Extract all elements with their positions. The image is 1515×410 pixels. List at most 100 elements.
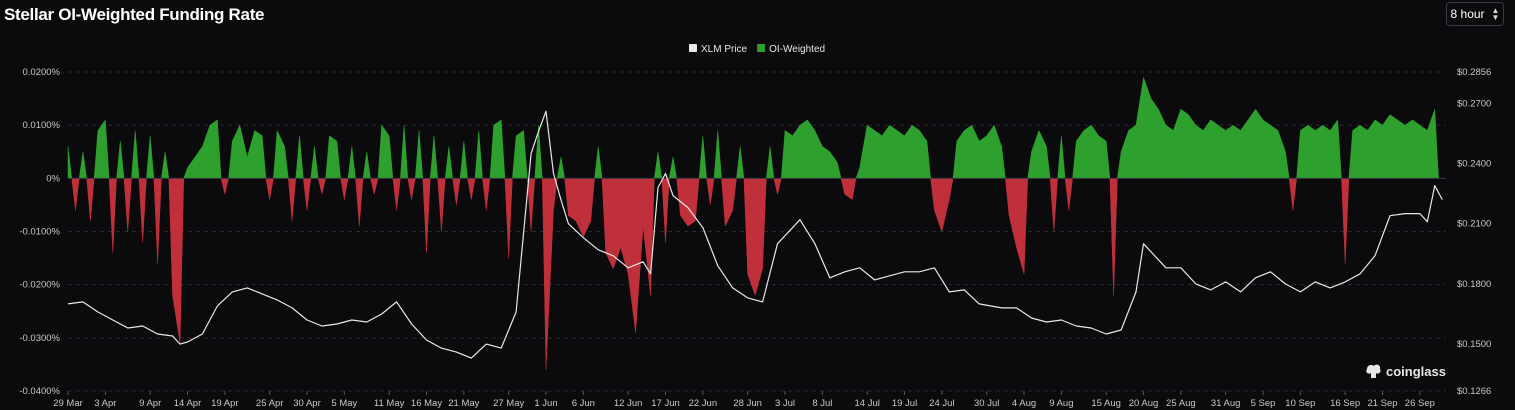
y-right-tick-label: $0.1266 bbox=[1457, 386, 1491, 397]
funding-positive-segment bbox=[78, 151, 87, 179]
funding-positive-segment bbox=[1273, 127, 1282, 179]
funding-positive-segment bbox=[1161, 117, 1170, 179]
funding-negative-segment bbox=[542, 178, 550, 370]
coinglass-logo-icon bbox=[1366, 364, 1381, 378]
funding-negative-segment bbox=[392, 178, 401, 211]
funding-negative-segment bbox=[467, 178, 476, 200]
funding-positive-segment bbox=[556, 157, 565, 179]
funding-negative-segment bbox=[683, 178, 692, 227]
funding-positive-segment bbox=[1094, 129, 1103, 179]
funding-negative-segment bbox=[840, 178, 849, 198]
funding-positive-segment bbox=[982, 129, 991, 179]
y-left-tick-label: -0.0100% bbox=[19, 227, 60, 238]
y-left-tick-label: -0.0200% bbox=[19, 280, 60, 291]
funding-positive-segment bbox=[213, 119, 222, 179]
funding-positive-segment bbox=[1229, 124, 1238, 179]
x-tick-label: 14 Apr bbox=[174, 398, 201, 409]
funding-positive-segment bbox=[893, 127, 902, 179]
funding-negative-segment bbox=[452, 178, 461, 205]
funding-negative-segment bbox=[773, 178, 782, 195]
funding-negative-segment bbox=[758, 178, 767, 283]
funding-negative-segment bbox=[1020, 178, 1029, 275]
funding-negative-segment bbox=[549, 178, 558, 290]
x-tick-label: 4 Aug bbox=[1012, 398, 1036, 409]
legend-swatch[interactable] bbox=[757, 44, 766, 52]
funding-positive-segment bbox=[400, 125, 409, 179]
funding-positive-segment bbox=[325, 135, 334, 179]
x-tick-label: 24 Jul bbox=[929, 398, 954, 409]
funding-positive-segment bbox=[161, 151, 170, 179]
funding-positive-segment bbox=[900, 129, 909, 179]
funding-negative-segment bbox=[355, 178, 364, 227]
funding-positive-segment bbox=[1356, 124, 1365, 179]
funding-positive-segment bbox=[654, 151, 663, 179]
funding-positive-segment bbox=[668, 157, 678, 179]
funding-positive-segment bbox=[1244, 113, 1253, 179]
funding-positive-segment bbox=[1184, 111, 1193, 179]
funding-positive-segment bbox=[235, 124, 244, 179]
funding-positive-segment bbox=[825, 148, 834, 179]
x-tick-label: 16 Sep bbox=[1330, 398, 1360, 409]
funding-positive-segment bbox=[1117, 141, 1126, 179]
x-tick-label: 15 Aug bbox=[1091, 398, 1121, 409]
funding-positive-segment bbox=[332, 137, 341, 179]
funding-positive-segment bbox=[967, 124, 976, 179]
x-tick-label: 21 Sep bbox=[1367, 398, 1397, 409]
funding-positive-segment bbox=[855, 146, 864, 179]
x-tick-label: 10 Sep bbox=[1285, 398, 1315, 409]
funding-positive-segment bbox=[273, 129, 282, 179]
x-tick-label: 8 Jul bbox=[812, 398, 832, 409]
x-tick-label: 27 May bbox=[493, 398, 524, 409]
funding-positive-segment bbox=[429, 135, 438, 179]
funding-positive-segment bbox=[1415, 122, 1424, 179]
funding-positive-segment bbox=[1430, 109, 1439, 179]
funding-negative-segment bbox=[123, 178, 132, 232]
legend-label[interactable]: OI-Weighted bbox=[769, 44, 825, 55]
x-tick-label: 14 Jul bbox=[854, 398, 879, 409]
funding-positive-segment bbox=[1176, 108, 1185, 179]
y-left-tick-label: 0.0100% bbox=[22, 120, 60, 131]
funding-negative-segment bbox=[616, 178, 625, 261]
funding-positive-segment bbox=[1266, 122, 1275, 179]
y-right-tick-label: $0.2700 bbox=[1457, 98, 1491, 109]
funding-positive-segment bbox=[1400, 122, 1409, 179]
funding-positive-segment bbox=[1408, 119, 1417, 179]
legend-label[interactable]: XLM Price bbox=[701, 44, 748, 55]
funding-negative-segment bbox=[743, 178, 752, 285]
funding-positive-segment bbox=[1079, 127, 1088, 179]
x-tick-label: 25 Aug bbox=[1166, 398, 1196, 409]
funding-negative-segment bbox=[751, 178, 760, 297]
funding-negative-segment bbox=[571, 178, 580, 229]
funding-positive-segment bbox=[310, 146, 319, 179]
funding-positive-segment bbox=[1221, 127, 1230, 179]
x-tick-label: 17 Jun bbox=[651, 398, 680, 409]
funding-negative-segment bbox=[1288, 178, 1297, 211]
y-right-tick-label: $0.2100 bbox=[1457, 219, 1491, 230]
x-tick-label: 25 Apr bbox=[256, 398, 283, 409]
funding-positive-segment bbox=[781, 130, 789, 179]
funding-positive-segment bbox=[1102, 137, 1111, 179]
funding-positive-segment bbox=[1132, 101, 1141, 179]
funding-positive-segment bbox=[997, 135, 1006, 179]
funding-positive-segment bbox=[1087, 124, 1096, 179]
funding-positive-segment bbox=[497, 119, 506, 179]
funding-positive-segment bbox=[1236, 124, 1245, 179]
funding-negative-segment bbox=[639, 178, 648, 280]
funding-positive-segment bbox=[594, 146, 603, 179]
funding-negative-segment bbox=[721, 178, 730, 228]
x-tick-label: 9 Apr bbox=[139, 398, 161, 409]
funding-positive-segment bbox=[907, 124, 916, 179]
x-tick-label: 3 Jul bbox=[775, 398, 795, 409]
funding-negative-segment bbox=[706, 178, 715, 205]
y-right-tick-label: $0.2856 bbox=[1457, 67, 1491, 78]
interval-select[interactable]: 8 hour ▲ ▼ bbox=[1446, 2, 1504, 26]
funding-positive-segment bbox=[415, 130, 424, 179]
legend-swatch[interactable] bbox=[689, 44, 697, 52]
funding-negative-segment bbox=[86, 178, 95, 221]
funding-positive-segment bbox=[250, 130, 259, 179]
x-tick-label: 16 May bbox=[411, 398, 442, 409]
legend[interactable]: XLM Price OI-Weighted bbox=[689, 44, 825, 55]
funding-positive-segment bbox=[377, 124, 386, 179]
funding-positive-segment bbox=[1333, 119, 1342, 179]
y-right-tick-label: $0.2400 bbox=[1457, 158, 1491, 169]
